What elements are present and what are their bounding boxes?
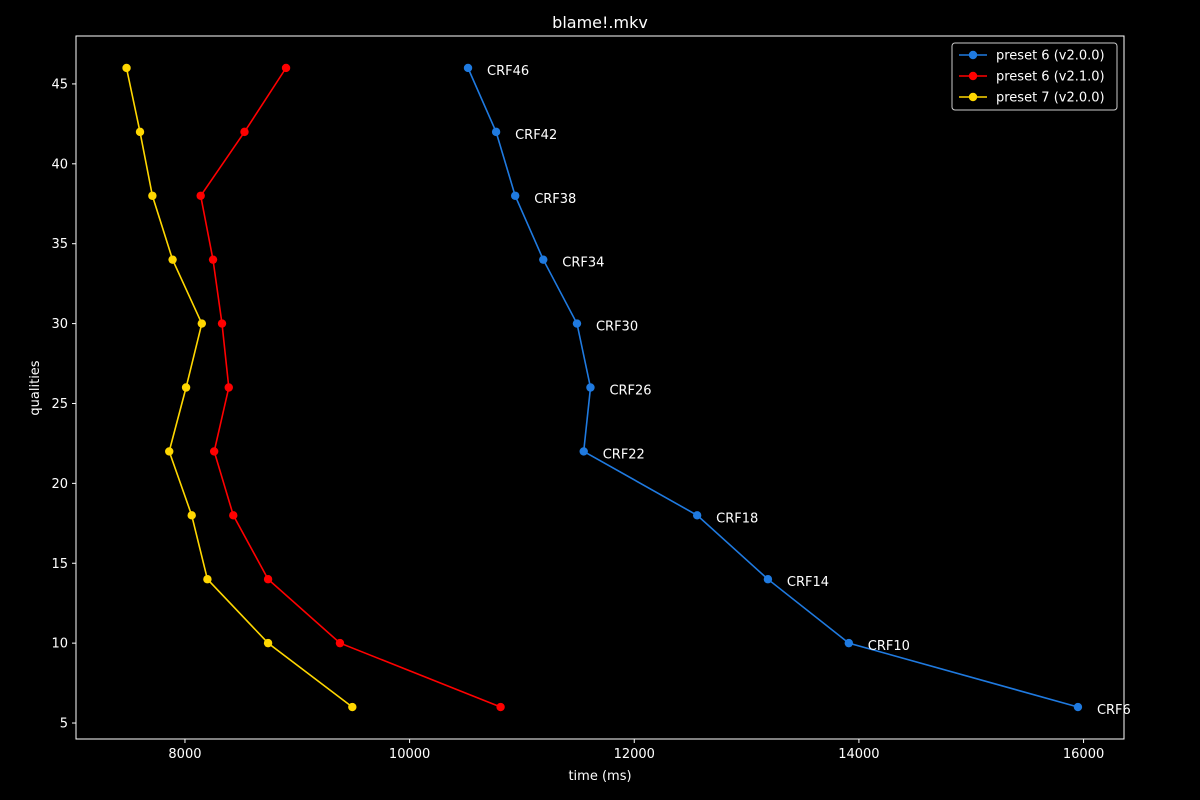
legend-item: preset 6 (v2.1.0) (959, 70, 1105, 85)
point-annotation: CRF22 (603, 447, 645, 462)
x-tick-label: 14000 (838, 747, 879, 762)
legend: preset 6 (v2.0.0) preset 6 (v2.1.0) preset… (951, 42, 1118, 111)
data-point (263, 638, 273, 648)
y-tick-label: 25 (51, 397, 68, 412)
y-tick-label: 40 (51, 157, 68, 172)
y-tick-label: 30 (51, 317, 68, 332)
data-point (240, 127, 249, 137)
series-2 (196, 63, 505, 712)
x-tick-label: 10000 (389, 747, 430, 762)
data-point (187, 511, 196, 520)
data-point (539, 255, 548, 264)
data-point (579, 447, 588, 456)
legend-marker (968, 50, 978, 60)
legend-box (951, 42, 1118, 111)
y-tick-label: 10 (51, 637, 68, 652)
point-annotation: CRF6 (1097, 703, 1131, 718)
series-layer: CRF46 CRF42 CRF38 CRF34 CRF30 CRF26 CRF22 CRF18… (122, 63, 1131, 718)
data-point (217, 319, 227, 328)
series-3 (122, 63, 357, 712)
y-axis-ticks: 5 10 15 20 25 30 35 40 45 (51, 77, 76, 732)
point-annotation: CRF30 (596, 320, 638, 335)
x-tick-label: 12000 (614, 747, 655, 762)
data-point (1073, 702, 1083, 712)
point-annotation: CRF26 (609, 384, 651, 399)
legend-marker (968, 92, 978, 102)
x-axis-ticks: 8000 10000 12000 14000 16000 (168, 739, 1104, 762)
data-point (168, 255, 177, 264)
data-point (335, 638, 345, 648)
point-annotation: CRF46 (487, 64, 529, 79)
y-axis-label: qualities (28, 360, 43, 415)
data-point (692, 511, 702, 520)
y-tick-label: 35 (51, 237, 68, 252)
data-point (586, 383, 595, 392)
data-point (572, 319, 582, 328)
chart-title: blame!.mkv (552, 13, 648, 32)
plot-frame (75, 35, 1125, 740)
point-annotation: CRF10 (868, 639, 910, 654)
x-axis-label: time (ms) (568, 769, 631, 784)
data-point (209, 447, 219, 456)
legend-item: preset 7 (v2.0.0) (959, 91, 1105, 106)
data-point (208, 255, 218, 264)
data-point (763, 575, 773, 584)
data-point (844, 638, 854, 648)
point-annotation: CRF42 (515, 128, 557, 143)
data-point (510, 191, 520, 200)
legend-label: preset 6 (v2.1.0) (996, 70, 1105, 85)
data-point (197, 319, 207, 328)
data-point (165, 447, 174, 456)
data-point (348, 702, 357, 712)
y-tick-label: 20 (51, 477, 68, 492)
legend-item: preset 6 (v2.0.0) (959, 49, 1105, 64)
point-annotation: CRF18 (716, 511, 758, 526)
point-annotation: CRF34 (562, 256, 604, 271)
point-annotation: CRF14 (787, 575, 829, 590)
data-point (281, 63, 291, 73)
x-tick-label: 8000 (168, 747, 201, 762)
y-tick-label: 45 (51, 77, 68, 92)
data-point (224, 383, 233, 392)
series-1: CRF46 CRF42 CRF38 CRF34 CRF30 CRF26 CRF22 CRF18… (463, 63, 1131, 718)
data-point (496, 702, 505, 712)
y-tick-label: 5 (60, 717, 68, 732)
data-point (263, 575, 273, 584)
y-tick-label: 15 (51, 557, 68, 572)
legend-label: preset 6 (v2.0.0) (996, 49, 1105, 64)
data-point (122, 63, 131, 73)
data-point (148, 191, 157, 200)
data-point (135, 127, 145, 137)
x-tick-label: 16000 (1063, 747, 1104, 762)
data-point (196, 191, 205, 200)
data-point (229, 511, 238, 520)
data-point (491, 127, 501, 137)
data-point (463, 63, 473, 73)
legend-label: preset 7 (v2.0.0) (996, 91, 1105, 106)
point-annotation: CRF38 (534, 192, 576, 207)
data-point (181, 383, 191, 392)
legend-marker (968, 71, 978, 81)
data-point (203, 575, 212, 584)
